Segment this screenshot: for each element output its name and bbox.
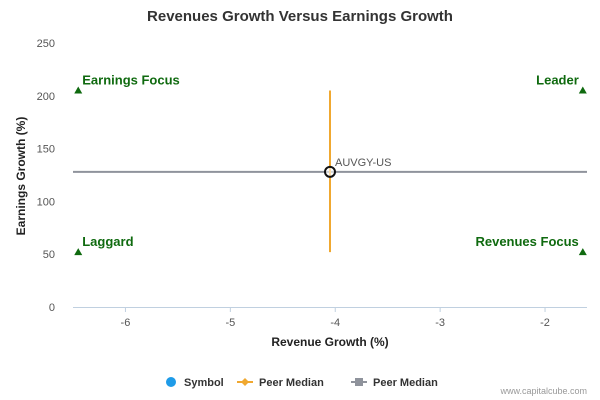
data-points[interactable]: AUVGY-US — [324, 157, 391, 178]
x-axis-label: Revenue Growth (%) — [271, 335, 388, 349]
x-tick-label: -4 — [330, 317, 340, 329]
symbol-point-label: AUVGY-US — [335, 157, 391, 169]
legend-label: Symbol — [184, 377, 224, 389]
credit-text: www.capitalcube.com — [499, 386, 587, 396]
quadrant-marker-icon — [74, 86, 83, 94]
legend[interactable]: Symbol Peer Median Peer Median — [166, 377, 438, 389]
x-tick-label: -2 — [540, 317, 550, 329]
quadrant-label: Leader — [536, 73, 579, 88]
quadrant-marker-icon — [578, 86, 587, 94]
quadrant-label: Earnings Focus — [82, 73, 180, 88]
legend-item[interactable]: Symbol — [166, 377, 224, 389]
quadrant-marker-icon — [578, 248, 587, 256]
legend-square-icon — [355, 378, 363, 386]
chart-title: Revenues Growth Versus Earnings Growth — [147, 8, 453, 25]
legend-symbol-icon — [166, 377, 176, 387]
x-tick-label: -3 — [435, 317, 445, 329]
legend-label: Peer Median — [373, 377, 438, 389]
y-tick-label: 0 — [49, 302, 55, 314]
y-tick-label: 100 — [37, 196, 55, 208]
x-tick-label: -6 — [121, 317, 131, 329]
legend-item[interactable]: Peer Median — [351, 377, 438, 389]
x-axis-ticks: -6 -5 -4 -3 -2 — [121, 307, 550, 329]
quadrant-label: Laggard — [82, 234, 133, 249]
quadrant-marker-icon — [74, 248, 83, 256]
symbol-point[interactable] — [324, 165, 336, 178]
x-tick-label: -5 — [225, 317, 235, 329]
y-axis-label: Earnings Growth (%) — [14, 117, 28, 236]
y-axis-ticks: 0 50 100 150 200 250 — [37, 38, 55, 314]
legend-diamond-icon — [241, 378, 249, 386]
y-tick-label: 200 — [37, 91, 55, 103]
quadrant-labels: Earnings Focus Leader Laggard Revenues Focu… — [74, 73, 587, 256]
y-tick-label: 50 — [43, 249, 55, 261]
y-tick-label: 150 — [37, 144, 55, 156]
y-tick-label: 250 — [37, 38, 55, 50]
legend-item[interactable]: Peer Median — [237, 377, 324, 389]
legend-label: Peer Median — [259, 377, 324, 389]
quadrant-label: Revenues Focus — [475, 234, 578, 249]
